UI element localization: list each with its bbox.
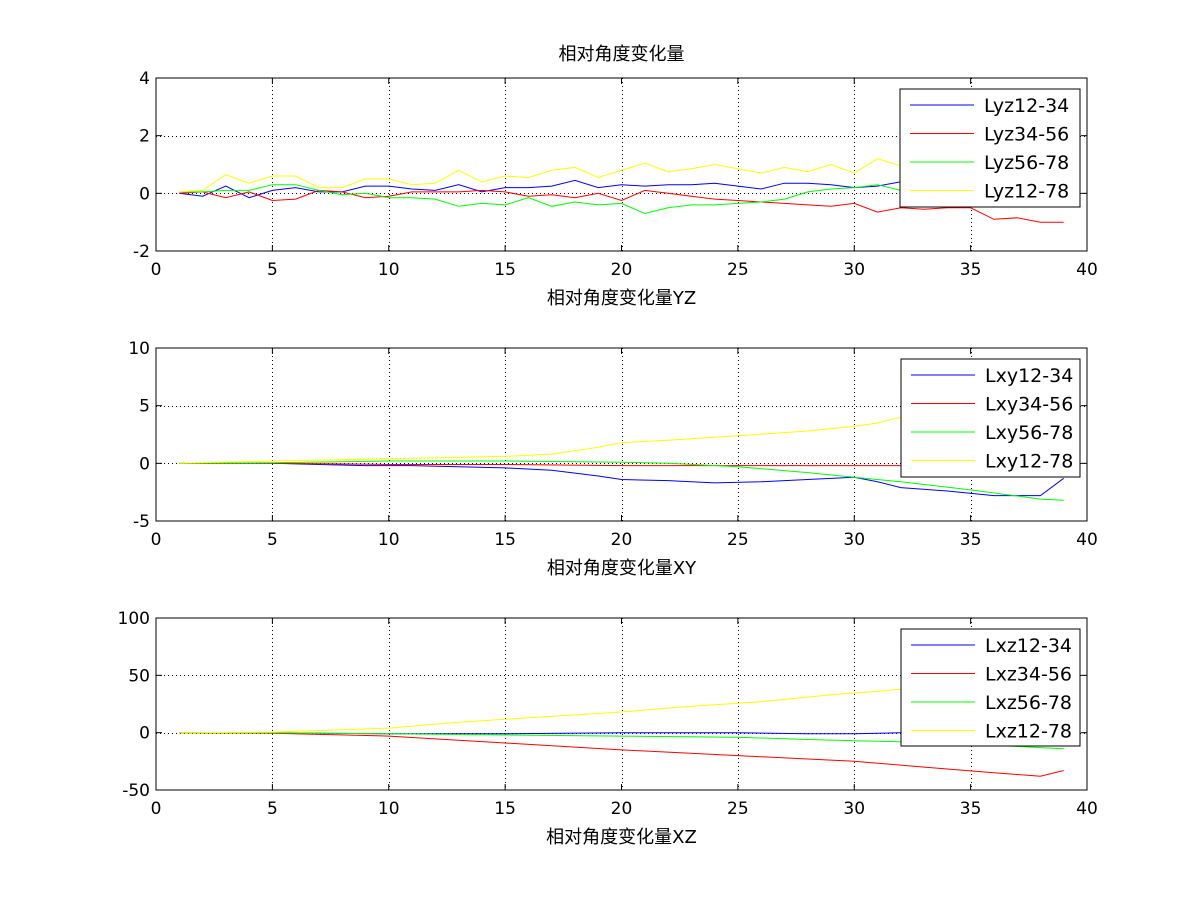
series-line-Lxy12-78 [179,416,901,464]
legend-entry: Lxz34-56 [985,664,1072,686]
x-tick-label: 10 [378,799,400,819]
x-tick-label: 15 [494,799,516,819]
x-axis-label: 相对角度变化量XY [547,558,697,579]
x-tick-label: 30 [843,799,865,819]
x-tick-label: 20 [611,799,633,819]
x-tick-label: 30 [843,530,865,550]
x-tick-label: 30 [843,260,865,280]
series-line-Lxy56-78 [179,460,1064,501]
legend-entry: Lxz12-78 [985,721,1072,743]
grid [156,348,1087,521]
series-line-Lyz56-78 [179,184,901,215]
x-tick-label: 40 [1076,530,1098,550]
x-tick-label: 15 [494,260,516,280]
legend-entry: Lxy12-34 [985,365,1073,387]
y-tick-label: -50 [122,781,150,801]
series-line-Lxy34-56 [179,462,901,467]
x-tick-label: 0 [151,799,162,819]
x-tick-label: 20 [611,530,633,550]
legend-entry: Lyz34-56 [984,124,1069,146]
legend-entry: Lxz56-78 [985,692,1072,714]
y-tick-label: 2 [139,127,150,147]
x-tick-label: 35 [960,260,982,280]
series-line-Lyz34-56 [179,189,1064,223]
y-tick-label: 10 [128,339,150,359]
legend-entry: Lyz12-78 [984,181,1069,203]
y-tick-label: 100 [118,609,150,629]
x-tick-label: 10 [378,260,400,280]
legend: Lyz12-34 Lyz34-56 Lyz56-78 Lyz12-78 [899,88,1081,208]
series-line-Lxz12-78 [179,688,901,734]
x-tick-label: 5 [267,799,278,819]
y-tick-label: 0 [139,724,150,744]
x-tick-label: 0 [151,260,162,280]
y-tick-label: 50 [128,666,150,686]
legend-box [900,358,1081,478]
legend-entry: Lyz12-34 [984,95,1069,117]
x-tick-label: 5 [267,260,278,280]
y-tick-label: 0 [139,454,150,474]
x-tick-label: 25 [727,260,749,280]
x-axis-label: 相对角度变化量XZ [546,827,697,848]
y-tick-label: 0 [139,184,150,204]
series-line-Lyz12-34 [179,179,948,199]
x-tick-label: 35 [960,799,982,819]
subplot-1: 0 5 10 15 20 25 30 35 40-2024相对角度变化量相对角度变化量YZLyz… [133,44,1098,309]
legend-entry: Lxy56-78 [985,422,1073,444]
x-tick-label: 40 [1076,799,1098,819]
x-tick-label: 15 [494,530,516,550]
y-tick-label: -2 [133,242,150,262]
x-tick-label: 0 [151,530,162,550]
x-tick-label: 35 [960,530,982,550]
chart-title: 相对角度变化量 [559,44,685,65]
subplot-3: 0 5 10 15 20 25 30 35 40-50050100相对角度变化量XZLxz12-… [118,609,1098,848]
y-tick-label: 4 [139,69,150,89]
legend: Lxz12-34 Lxz34-56 Lxz56-78 Lxz12-78 [900,628,1081,747]
series-lines [179,416,1064,501]
legend-entry: Lxy34-56 [985,394,1073,416]
legend-entry: Lxz12-34 [985,635,1072,657]
x-tick-label: 25 [727,799,749,819]
series-line-Lxz34-56 [179,732,1064,777]
legend-box [900,628,1081,747]
x-axis-label: 相对角度变化量YZ [547,288,696,309]
y-tick-label: 5 [139,397,150,417]
subplot-2: 0 5 10 15 20 25 30 35 40-50510相对角度变化量XYLxy12-34L… [128,339,1097,579]
y-tick-label: -5 [133,512,150,532]
legend-entry: Lyz56-78 [984,152,1069,174]
series-line-Lyz12-78 [179,158,901,193]
x-tick-label: 10 [378,530,400,550]
x-tick-label: 5 [267,530,278,550]
legend-entry: Lxy12-78 [985,451,1073,473]
x-tick-label: 20 [611,260,633,280]
legend: Lxy12-34 Lxy34-56 Lxy56-78 Lxy12-78 [900,358,1081,478]
series-lines [179,688,1064,777]
legend-box [899,88,1081,208]
series-lines [179,158,1064,223]
x-tick-label: 40 [1076,260,1098,280]
series-line-Lxy12-34 [179,462,1064,497]
x-tick-label: 25 [727,530,749,550]
